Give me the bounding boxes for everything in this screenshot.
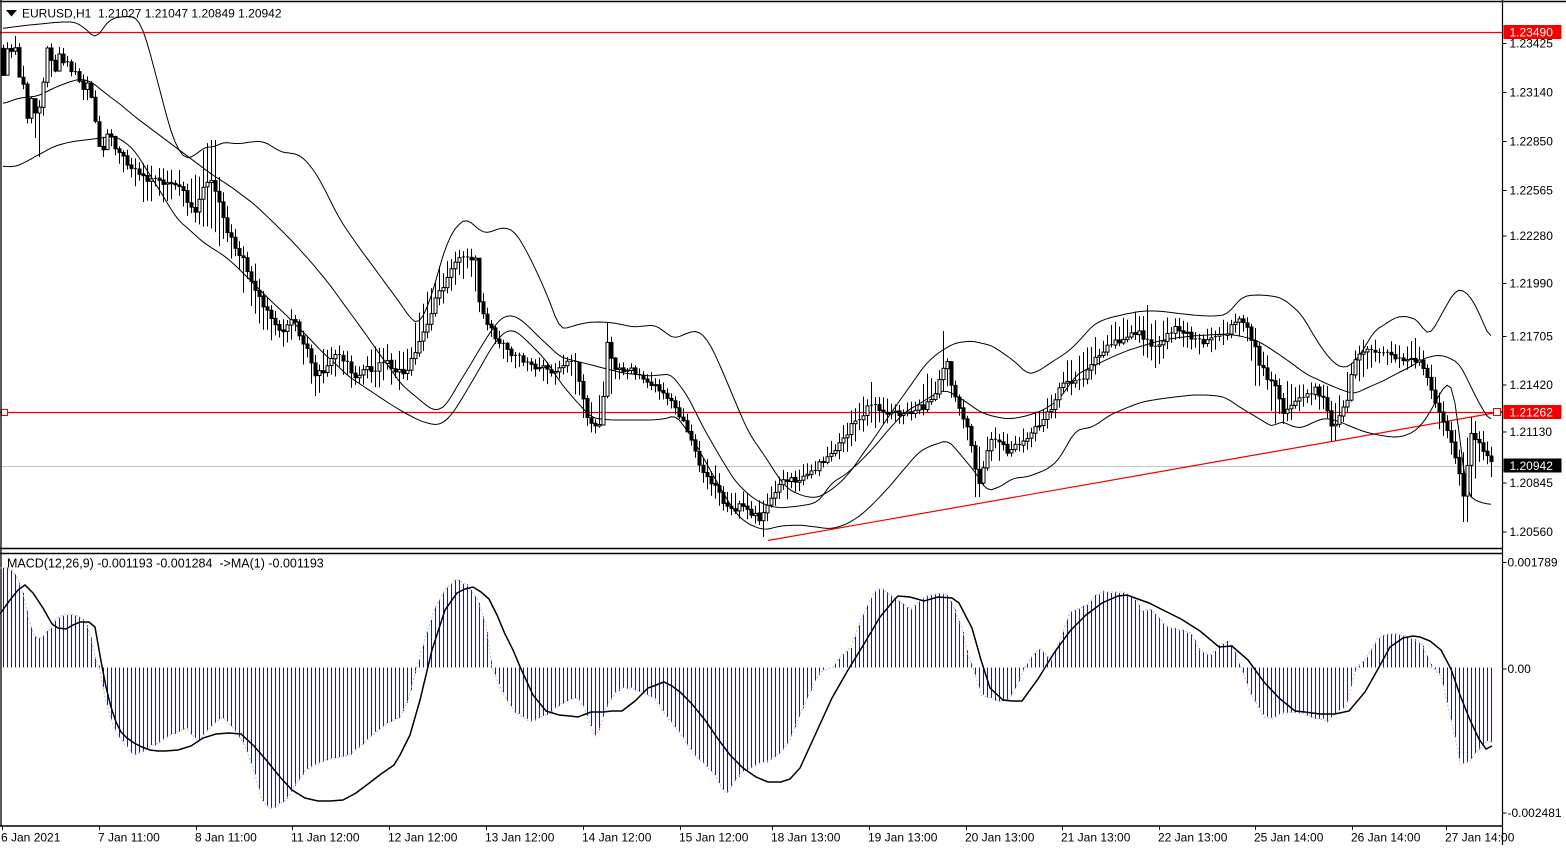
svg-text:1.23490: 1.23490 xyxy=(1510,26,1554,40)
svg-text:1.22280: 1.22280 xyxy=(1510,229,1554,243)
svg-text:26 Jan 14:00: 26 Jan 14:00 xyxy=(1351,831,1421,845)
svg-text:15 Jan 12:00: 15 Jan 12:00 xyxy=(679,831,749,845)
svg-text:1.20560: 1.20560 xyxy=(1510,525,1554,539)
svg-text:27 Jan 14:00: 27 Jan 14:00 xyxy=(1445,831,1515,845)
svg-text:25 Jan 14:00: 25 Jan 14:00 xyxy=(1254,831,1324,845)
svg-text:7 Jan 11:00: 7 Jan 11:00 xyxy=(98,831,160,845)
svg-text:1.21262: 1.21262 xyxy=(1510,406,1554,420)
svg-text:1.21130: 1.21130 xyxy=(1510,425,1553,439)
svg-text:-0.002481: -0.002481 xyxy=(1508,806,1562,820)
svg-text:1.20845: 1.20845 xyxy=(1510,476,1554,490)
svg-text:20 Jan 13:00: 20 Jan 13:00 xyxy=(965,831,1035,845)
svg-text:22 Jan 13:00: 22 Jan 13:00 xyxy=(1158,831,1228,845)
svg-text:1.21705: 1.21705 xyxy=(1510,330,1554,344)
svg-text:1.23140: 1.23140 xyxy=(1510,86,1554,100)
svg-text:1.20942: 1.20942 xyxy=(1510,459,1554,473)
svg-text:6 Jan 2021: 6 Jan 2021 xyxy=(1,831,61,845)
svg-text:12 Jan 12:00: 12 Jan 12:00 xyxy=(388,831,458,845)
svg-text:MACD(12,26,9) -0.001193 -0.001: MACD(12,26,9) -0.001193 -0.001284 ->MA(1… xyxy=(7,557,324,571)
svg-text:18 Jan 13:00: 18 Jan 13:00 xyxy=(771,831,841,845)
svg-text:14 Jan 12:00: 14 Jan 12:00 xyxy=(582,831,652,845)
svg-text:13 Jan 12:00: 13 Jan 12:00 xyxy=(485,831,555,845)
svg-text:8 Jan 11:00: 8 Jan 11:00 xyxy=(195,831,257,845)
svg-text:19 Jan 13:00: 19 Jan 13:00 xyxy=(868,831,938,845)
svg-text:0.001789: 0.001789 xyxy=(1508,556,1558,570)
svg-text:1.21990: 1.21990 xyxy=(1510,277,1554,291)
svg-text:11 Jan 12:00: 11 Jan 12:00 xyxy=(291,831,360,845)
svg-text:EURUSD,H1 1.21027 1.21047 1.2: EURUSD,H1 1.21027 1.21047 1.20849 1.2094… xyxy=(22,6,282,20)
svg-text:1.23425: 1.23425 xyxy=(1510,37,1554,51)
svg-text:0.00: 0.00 xyxy=(1508,662,1532,676)
svg-text:1.21420: 1.21420 xyxy=(1510,378,1554,392)
svg-text:1.22850: 1.22850 xyxy=(1510,135,1554,149)
svg-text:1.22565: 1.22565 xyxy=(1510,184,1554,198)
svg-text:21 Jan 13:00: 21 Jan 13:00 xyxy=(1061,831,1131,845)
